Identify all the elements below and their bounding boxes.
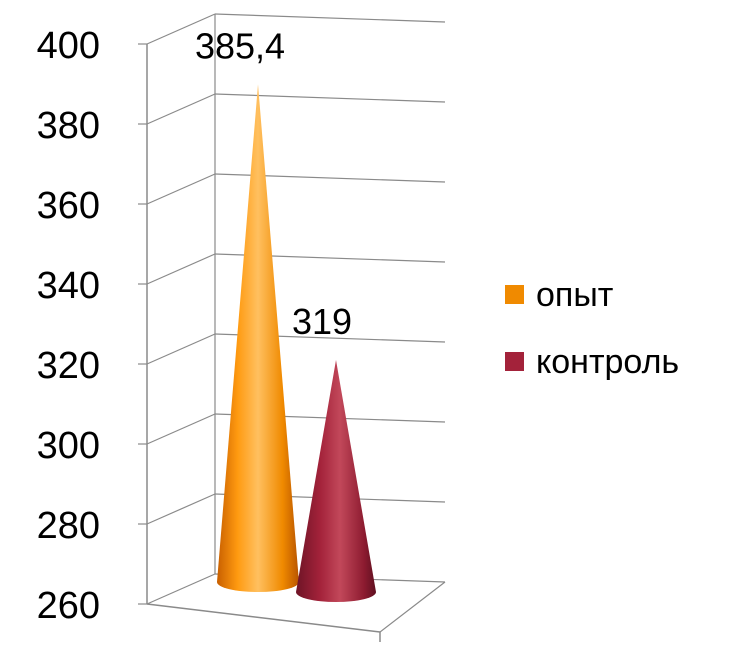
y-tick-label: 360 — [37, 185, 100, 227]
x-axis-line — [146, 603, 381, 633]
y-tick-label: 320 — [37, 345, 100, 387]
gridline — [214, 13, 446, 23]
gridline-side — [146, 333, 216, 365]
cone-1: 319 — [292, 301, 376, 602]
cone-mark — [217, 84, 299, 593]
gridline — [214, 173, 446, 183]
y-tick-label: 280 — [37, 505, 100, 547]
gridline-side — [146, 173, 216, 205]
legend-swatch — [505, 285, 524, 304]
gridline-side — [146, 573, 216, 605]
legend-swatch — [505, 352, 524, 371]
gridline-side — [146, 253, 216, 285]
y-tick-label: 400 — [37, 25, 100, 67]
y-tick-label: 260 — [37, 585, 100, 627]
legend: опыт контроль — [505, 276, 679, 381]
gridline-side — [146, 413, 216, 445]
marks-layer: 385,4 319 — [195, 25, 376, 602]
floor-right-edge — [379, 581, 446, 633]
legend-label: контроль — [536, 343, 679, 381]
y-tick-label: 300 — [37, 425, 100, 467]
legend-item-1: контроль — [505, 343, 679, 381]
cone-mark — [296, 360, 376, 602]
y-tick-label: 340 — [37, 265, 100, 307]
y-tick-label: 380 — [37, 105, 100, 147]
gridline-side — [146, 13, 216, 45]
cone-0: 385,4 — [195, 25, 299, 593]
data-label: 385,4 — [195, 25, 285, 66]
gridline-side — [146, 93, 216, 125]
data-label: 319 — [292, 301, 352, 342]
legend-label: опыт — [536, 276, 613, 314]
legend-item-0: опыт — [505, 276, 613, 314]
gridline-side — [146, 493, 216, 525]
gridline — [214, 93, 446, 103]
